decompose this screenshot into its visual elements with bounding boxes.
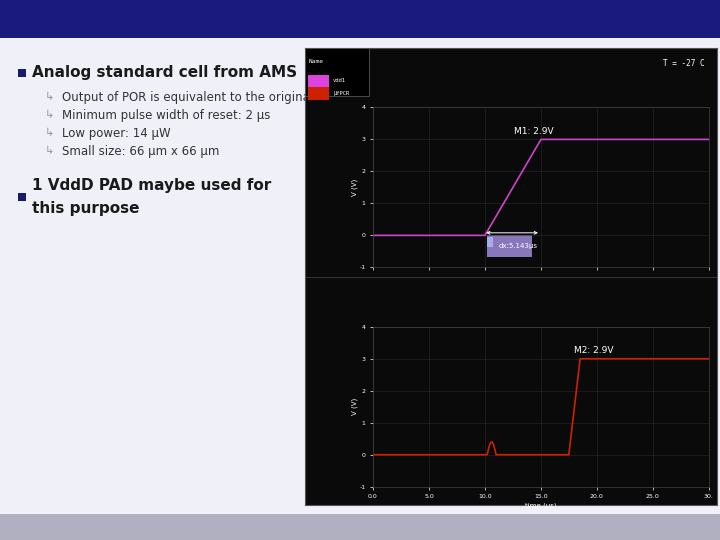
Y-axis label: V (V): V (V): [351, 398, 358, 415]
Text: In Chip "Power On Reset": In Chip "Power On Reset": [181, 7, 539, 31]
Bar: [18, 69, 26, 77]
Text: 1 VddD PAD maybe used for
this purpose: 1 VddD PAD maybe used for this purpose: [32, 178, 271, 215]
Text: ↳: ↳: [45, 128, 55, 138]
Text: Name: Name: [308, 59, 323, 64]
Bar: [18, 193, 26, 201]
Bar: [308, 87, 329, 100]
Text: M2: 2.9V: M2: 2.9V: [575, 346, 614, 355]
Text: christine.hu@ires.in2p3.fr: christine.hu@ires.in2p3.fr: [510, 522, 652, 532]
Text: vdd1: vdd1: [333, 78, 346, 83]
Text: ↳: ↳: [45, 110, 55, 120]
Text: ↳: ↳: [45, 92, 55, 102]
Text: dx:5.143μs: dx:5.143μs: [498, 242, 537, 248]
FancyBboxPatch shape: [487, 235, 533, 257]
Y-axis label: V (V): V (V): [351, 179, 358, 196]
Text: Output of POR is equivalent to the original RSTB: Output of POR is equivalent to the origi…: [62, 91, 348, 104]
Text: 5: 5: [706, 522, 712, 532]
Bar: [0, 514, 720, 540]
Text: Low power: 14 μW: Low power: 14 μW: [62, 126, 171, 139]
Bar: [487, 237, 492, 247]
Text: M1: 2.9V: M1: 2.9V: [514, 126, 554, 136]
Text: T = -27 C: T = -27 C: [663, 59, 705, 69]
Bar: [305, 48, 369, 96]
Text: Small size: 66 μm x 66 μm: Small size: 66 μm x 66 μm: [62, 145, 220, 158]
Text: 15/09/2011: 15/09/2011: [10, 522, 70, 532]
Bar: [0, 0, 720, 38]
Text: STAR LBNL/IPHC Tel. Meeting: STAR LBNL/IPHC Tel. Meeting: [280, 522, 430, 532]
X-axis label: time (μs): time (μs): [525, 502, 557, 509]
Text: Analog standard cell from AMS: Analog standard cell from AMS: [32, 65, 297, 80]
Text: IPHC: IPHC: [490, 522, 518, 532]
Text: Minimum pulse width of reset: 2 μs: Minimum pulse width of reset: 2 μs: [62, 109, 271, 122]
Text: ↳: ↳: [45, 146, 55, 156]
Bar: [308, 75, 329, 87]
Text: μfPCR: μfPCR: [333, 91, 349, 96]
